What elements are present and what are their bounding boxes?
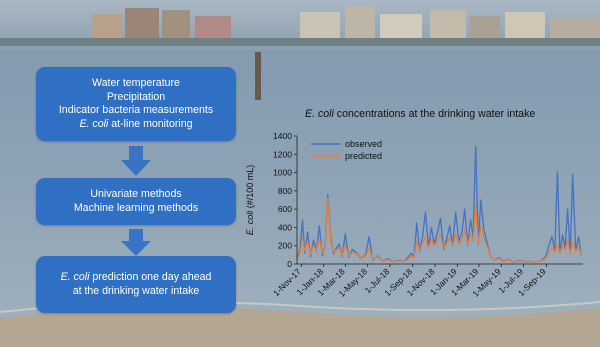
input-line-ecoli-monitoring: E. coli at-line monitoring [79,117,193,130]
y-tick-label: 600 [278,204,292,214]
series-line-observed [296,145,582,263]
y-tick-label: 1200 [273,149,292,159]
series-line-predicted [296,197,582,263]
y-tick-label: 200 [278,241,292,251]
chart-title: E. coli concentrations at the drinking w… [305,108,536,120]
beach-shore [0,307,600,347]
y-tick-label: 400 [278,222,292,232]
y-tick-label: 1400 [273,131,292,141]
methods-box: Univariate methods Machine learning meth… [36,178,236,225]
input-line-indicator-bacteria: Indicator bacteria measurements [58,104,214,116]
prediction-line-2: at the drinking water intake [72,284,200,297]
ecoli-line-chart: 02004006008001000120014001-Nov-171-Jan-1… [245,131,583,299]
method-univariate: Univariate methods [90,188,182,200]
method-machine-learning: Machine learning methods [73,201,199,214]
prediction-line-1: E. coli prediction one day ahead [60,271,212,283]
legend-label-predicted: predicted [345,151,382,161]
y-tick-label: 800 [278,186,292,196]
shoreline-buildings [0,6,600,46]
prediction-box: E. coli prediction one day ahead at the … [36,256,236,313]
input-line-precipitation: Precipitation [106,90,166,103]
down-arrow-icon [121,229,151,256]
wooden-pole [255,52,261,100]
y-axis-label: E. coli (#/100 mL) [245,165,255,236]
down-arrow-icon [121,146,151,176]
input-data-box: Water temperature Precipitation Indicato… [36,67,236,141]
y-tick-label: 1000 [273,168,292,178]
legend-label-observed: observed [345,139,382,149]
input-line-temperature: Water temperature [92,77,180,89]
y-tick-label: 0 [287,259,292,269]
